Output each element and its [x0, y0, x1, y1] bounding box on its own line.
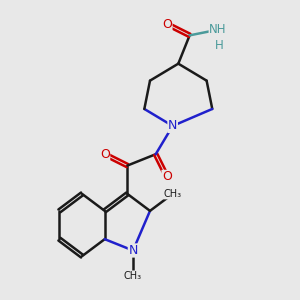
Text: N: N [168, 119, 177, 132]
Text: O: O [100, 148, 110, 161]
Text: CH₃: CH₃ [124, 271, 142, 281]
Text: NH: NH [209, 23, 227, 36]
Text: CH₃: CH₃ [164, 189, 182, 199]
Text: O: O [162, 170, 172, 183]
Text: H: H [215, 39, 224, 52]
Text: N: N [128, 244, 138, 257]
Text: O: O [162, 17, 172, 31]
